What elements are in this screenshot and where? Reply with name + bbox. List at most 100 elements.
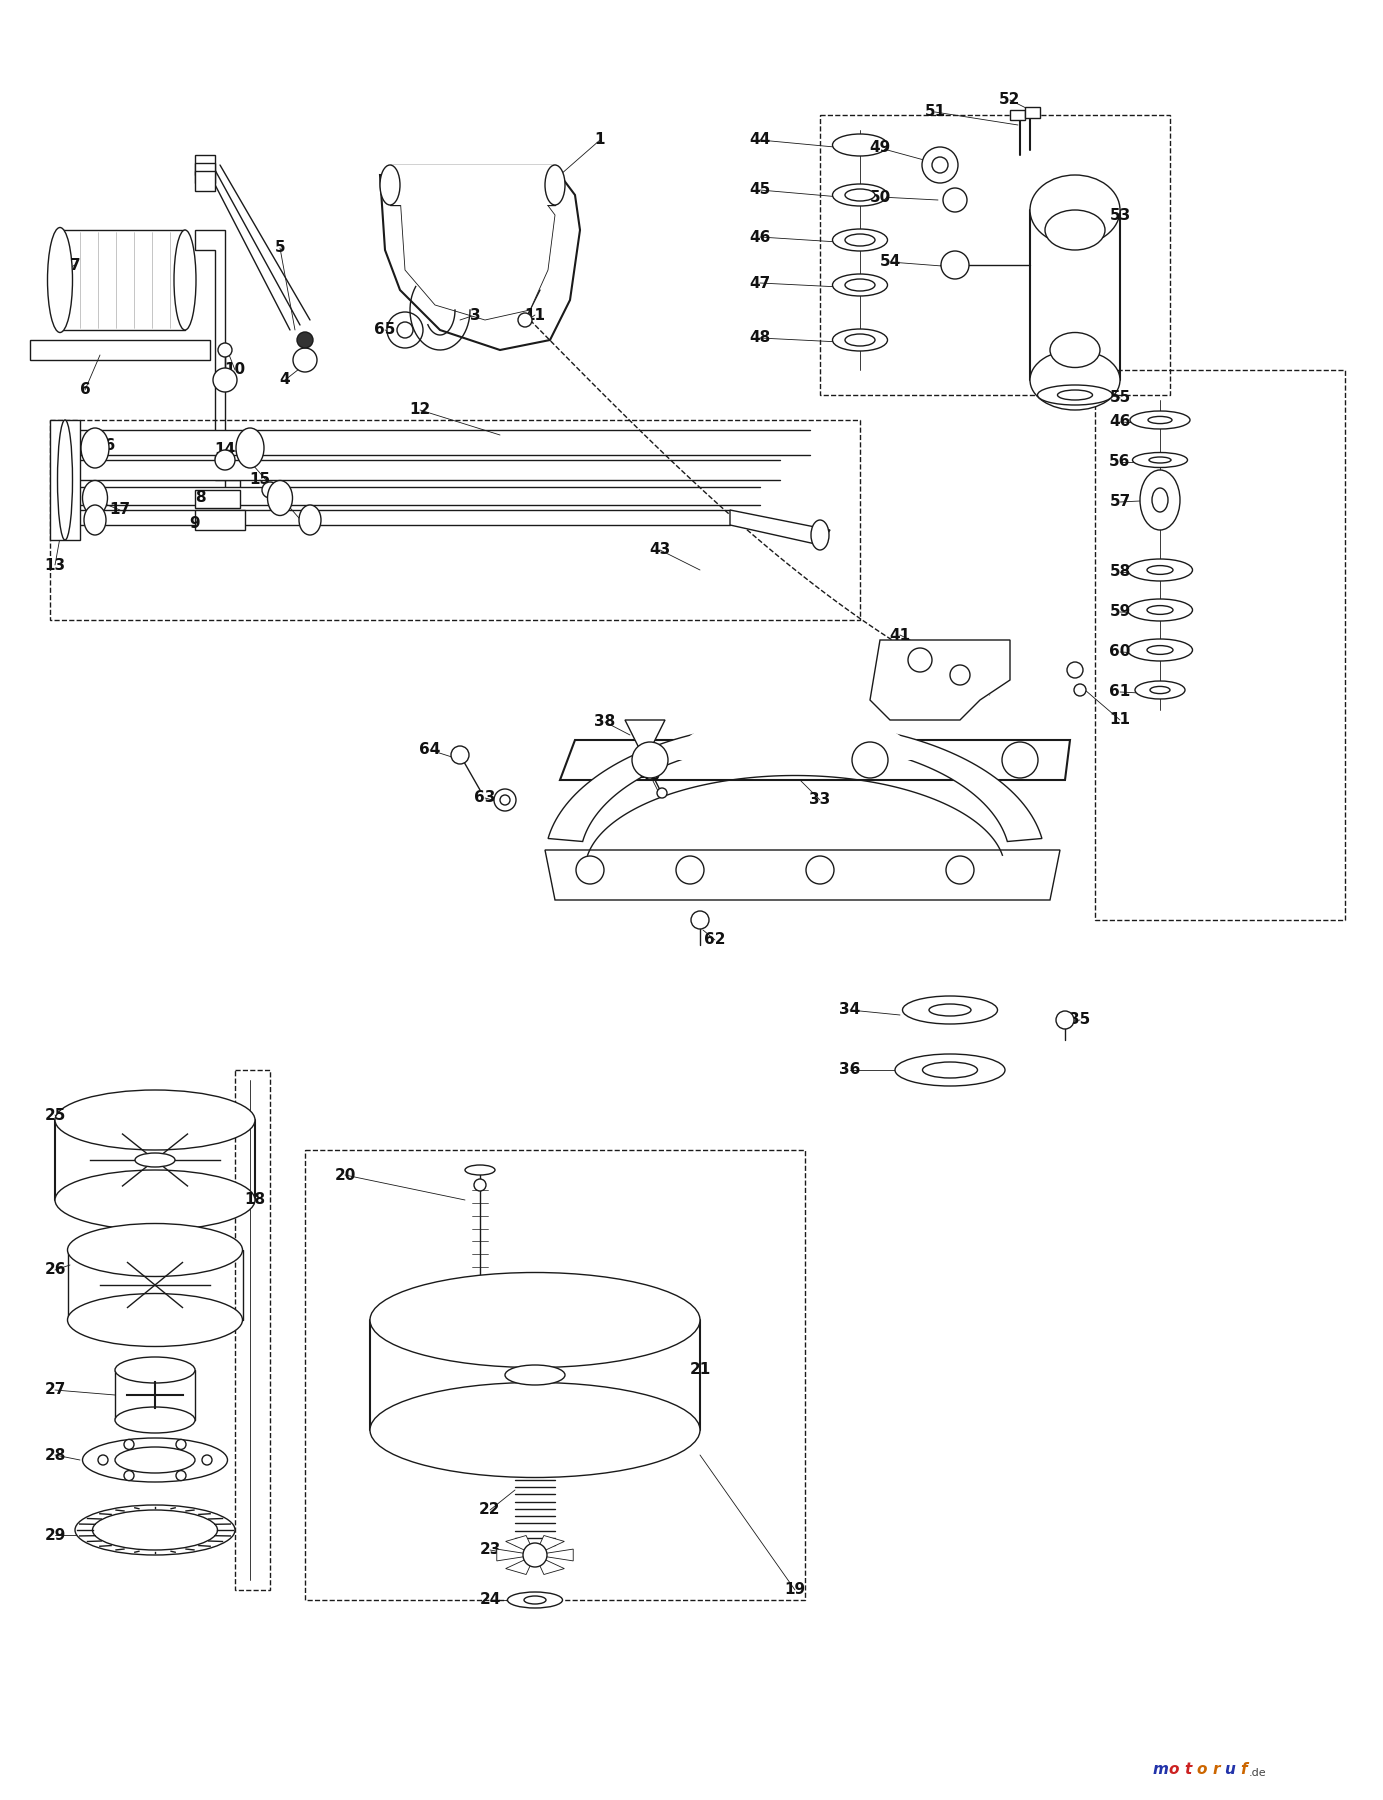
Text: 12: 12 <box>409 403 430 418</box>
Ellipse shape <box>922 1062 978 1078</box>
Circle shape <box>213 367 236 392</box>
Ellipse shape <box>833 274 888 295</box>
Polygon shape <box>625 720 665 760</box>
Circle shape <box>387 311 423 347</box>
Ellipse shape <box>1037 385 1112 405</box>
Ellipse shape <box>508 1591 563 1607</box>
Ellipse shape <box>810 520 828 551</box>
Polygon shape <box>30 340 210 360</box>
Polygon shape <box>1030 211 1120 380</box>
Text: 28: 28 <box>44 1447 65 1462</box>
Ellipse shape <box>236 428 264 468</box>
Polygon shape <box>195 171 214 191</box>
Text: 5: 5 <box>275 241 285 256</box>
Polygon shape <box>71 430 810 455</box>
Text: 58: 58 <box>1109 565 1131 580</box>
Bar <box>50 419 860 619</box>
Polygon shape <box>59 230 185 329</box>
Circle shape <box>519 313 532 328</box>
Text: 8: 8 <box>195 490 205 506</box>
Text: r: r <box>1213 1762 1220 1778</box>
Circle shape <box>176 1471 185 1481</box>
Text: 11: 11 <box>524 308 545 322</box>
Ellipse shape <box>833 133 888 157</box>
Text: 55: 55 <box>1109 391 1131 405</box>
Circle shape <box>1068 662 1083 679</box>
Text: 4: 4 <box>279 373 290 387</box>
Text: 44: 44 <box>750 133 770 148</box>
Ellipse shape <box>1030 349 1120 410</box>
Polygon shape <box>1025 106 1040 119</box>
Text: 18: 18 <box>245 1192 266 1208</box>
Ellipse shape <box>82 428 109 468</box>
Ellipse shape <box>267 481 292 515</box>
Circle shape <box>474 1179 485 1192</box>
Text: 38: 38 <box>595 715 615 729</box>
Text: 45: 45 <box>750 182 770 198</box>
Polygon shape <box>115 1370 195 1420</box>
Polygon shape <box>195 230 241 500</box>
Polygon shape <box>675 709 916 760</box>
Circle shape <box>940 250 969 279</box>
Polygon shape <box>371 1319 700 1429</box>
Polygon shape <box>380 175 579 349</box>
Ellipse shape <box>115 1447 195 1472</box>
Circle shape <box>946 857 974 884</box>
Text: 17: 17 <box>109 502 130 518</box>
Text: t: t <box>1184 1762 1192 1778</box>
Text: o: o <box>1196 1762 1207 1778</box>
Polygon shape <box>71 461 780 481</box>
Ellipse shape <box>1050 333 1099 367</box>
Text: 14: 14 <box>214 443 235 457</box>
Text: 53: 53 <box>1109 207 1131 223</box>
Ellipse shape <box>1149 457 1171 463</box>
Circle shape <box>932 157 947 173</box>
Text: 56: 56 <box>1109 454 1131 470</box>
Text: 60: 60 <box>1109 644 1131 659</box>
Text: 52: 52 <box>1000 92 1021 108</box>
Bar <box>235 1069 270 1589</box>
Circle shape <box>293 347 317 373</box>
Ellipse shape <box>83 481 108 515</box>
Circle shape <box>494 788 516 812</box>
Text: 54: 54 <box>880 254 900 270</box>
Circle shape <box>176 1440 185 1449</box>
Ellipse shape <box>1058 391 1093 400</box>
Polygon shape <box>390 166 555 205</box>
Ellipse shape <box>115 1408 195 1433</box>
Text: 10: 10 <box>224 362 246 378</box>
Circle shape <box>261 482 278 499</box>
Ellipse shape <box>1140 470 1180 529</box>
Text: 64: 64 <box>419 742 441 758</box>
Ellipse shape <box>903 995 997 1024</box>
Polygon shape <box>506 1535 535 1555</box>
Circle shape <box>657 788 667 797</box>
Bar <box>820 115 1170 394</box>
Ellipse shape <box>833 229 888 250</box>
Circle shape <box>98 1454 108 1465</box>
Text: 23: 23 <box>480 1543 501 1557</box>
Bar <box>306 1150 805 1600</box>
Text: 27: 27 <box>44 1382 65 1397</box>
Circle shape <box>852 742 888 778</box>
Text: m: m <box>1152 1762 1167 1778</box>
Text: 34: 34 <box>839 1003 860 1017</box>
Text: 20: 20 <box>335 1168 355 1183</box>
Text: 29: 29 <box>44 1528 65 1543</box>
Text: 11: 11 <box>1109 713 1130 727</box>
Text: 57: 57 <box>1109 495 1131 509</box>
Ellipse shape <box>380 166 400 205</box>
Ellipse shape <box>545 166 566 205</box>
Text: 16: 16 <box>94 437 116 452</box>
Ellipse shape <box>505 1364 566 1384</box>
Circle shape <box>397 322 414 338</box>
Ellipse shape <box>845 335 875 346</box>
Polygon shape <box>548 722 1041 842</box>
Ellipse shape <box>845 279 875 292</box>
Text: 43: 43 <box>650 542 671 558</box>
Text: 2: 2 <box>300 518 310 533</box>
Text: 15: 15 <box>249 472 271 488</box>
Ellipse shape <box>1130 410 1189 428</box>
Ellipse shape <box>833 329 888 351</box>
Text: 40: 40 <box>639 767 661 783</box>
